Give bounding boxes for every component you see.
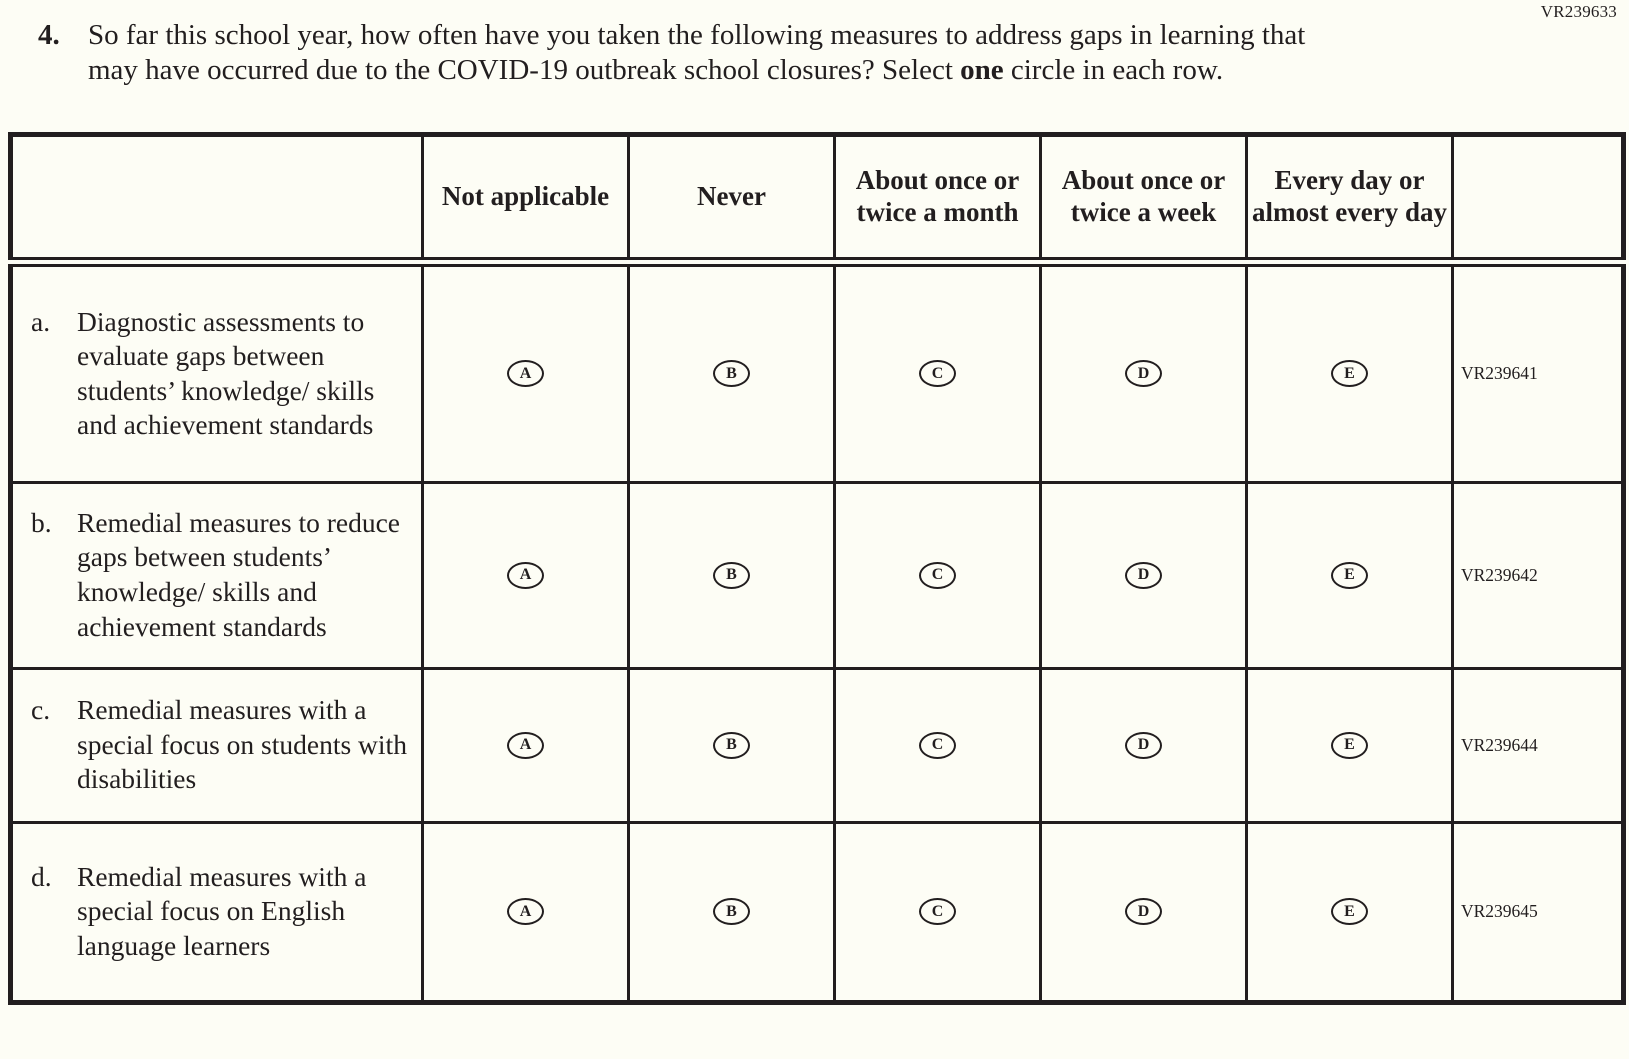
row-c-text: Remedial measures with a special focus o… bbox=[77, 694, 407, 795]
row-c-option-E[interactable]: E bbox=[1331, 731, 1368, 759]
question-text-end: circle in each row. bbox=[1003, 53, 1224, 86]
row-d-code: VR239645 bbox=[1451, 820, 1625, 1004]
row-c-cell-never: B bbox=[627, 666, 836, 824]
row-c-option-B[interactable]: B bbox=[713, 731, 750, 759]
row-c-option-D[interactable]: D bbox=[1125, 731, 1162, 759]
table-row-a: a. Diagnostic assessments to evaluate ga… bbox=[9, 260, 1625, 484]
row-a-option-E[interactable]: E bbox=[1331, 360, 1368, 388]
row-a-cell-never: B bbox=[627, 260, 836, 484]
row-a-text: Diagnostic assessments to evaluate gaps … bbox=[77, 305, 375, 441]
row-d-cell-every-day: E bbox=[1245, 820, 1454, 1004]
row-b-option-A[interactable]: A bbox=[507, 561, 544, 589]
header-once-twice-month: About once or twice a month bbox=[833, 132, 1042, 268]
row-d-option-C[interactable]: C bbox=[919, 898, 956, 926]
row-d-label: d. Remedial measures with a special focu… bbox=[9, 820, 424, 1004]
row-b-cell-once-twice-week: D bbox=[1039, 480, 1248, 670]
row-d-option-D[interactable]: D bbox=[1125, 898, 1162, 926]
row-b-option-D[interactable]: D bbox=[1125, 561, 1162, 589]
question-text: So far this school year, how often have … bbox=[88, 18, 1358, 88]
row-a-label: a. Diagnostic assessments to evaluate ga… bbox=[9, 260, 424, 484]
row-c-label: c. Remedial measures with a special focu… bbox=[9, 666, 424, 824]
row-d-cell-not-applicable: A bbox=[421, 820, 630, 1004]
row-d-option-E[interactable]: E bbox=[1331, 898, 1368, 926]
row-c-letter: c. bbox=[31, 694, 51, 726]
row-a-option-C[interactable]: C bbox=[919, 360, 956, 388]
question-block: 4. So far this school year, how often ha… bbox=[0, 0, 1629, 88]
row-d-cell-once-twice-week: D bbox=[1039, 820, 1248, 1004]
row-b-option-E[interactable]: E bbox=[1331, 561, 1368, 589]
row-a-option-D[interactable]: D bbox=[1125, 360, 1162, 388]
row-a-cell-once-twice-week: D bbox=[1039, 260, 1248, 484]
header-never: Never bbox=[627, 132, 836, 268]
question-text-start: So far this school year, how often have … bbox=[88, 19, 1306, 86]
table-row-d: d. Remedial measures with a special focu… bbox=[9, 820, 1625, 1004]
response-matrix: Not applicable Never About once or twice… bbox=[8, 131, 1626, 1005]
row-c-option-C[interactable]: C bbox=[919, 731, 956, 759]
row-b-cell-every-day: E bbox=[1245, 480, 1454, 670]
header-not-applicable: Not applicable bbox=[421, 132, 630, 268]
row-c-cell-not-applicable: A bbox=[421, 666, 630, 824]
row-b-code: VR239642 bbox=[1451, 480, 1625, 670]
row-c-option-A[interactable]: A bbox=[507, 731, 544, 759]
row-a-option-B[interactable]: B bbox=[713, 360, 750, 388]
row-d-letter: d. bbox=[31, 860, 52, 892]
row-c-cell-once-twice-week: D bbox=[1039, 666, 1248, 824]
row-a-letter: a. bbox=[31, 305, 51, 337]
row-a-cell-once-twice-month: C bbox=[833, 260, 1042, 484]
row-d-cell-never: B bbox=[627, 820, 836, 1004]
row-b-cell-once-twice-month: C bbox=[833, 480, 1042, 670]
table-row-b: b. Remedial measures to reduce gaps betw… bbox=[9, 480, 1625, 670]
row-c-cell-every-day: E bbox=[1245, 666, 1454, 824]
question-number: 4. bbox=[38, 19, 60, 51]
header-row: Not applicable Never About once or twice… bbox=[9, 132, 1625, 268]
row-b-option-B[interactable]: B bbox=[713, 561, 750, 589]
row-d-cell-once-twice-month: C bbox=[833, 820, 1042, 1004]
row-b-letter: b. bbox=[31, 506, 52, 538]
row-b-text: Remedial measures to reduce gaps between… bbox=[77, 506, 400, 642]
row-b-cell-never: B bbox=[627, 480, 836, 670]
header-blank bbox=[9, 132, 424, 268]
header-code-blank bbox=[1451, 132, 1625, 268]
row-b-option-C[interactable]: C bbox=[919, 561, 956, 589]
header-every-day: Every day or almost every day bbox=[1245, 132, 1454, 268]
row-b-cell-not-applicable: A bbox=[421, 480, 630, 670]
row-d-option-B[interactable]: B bbox=[713, 898, 750, 926]
table-row-c: c. Remedial measures with a special focu… bbox=[9, 666, 1625, 824]
row-b-label: b. Remedial measures to reduce gaps betw… bbox=[9, 480, 424, 670]
row-c-code: VR239644 bbox=[1451, 666, 1625, 824]
page-form-code: VR239633 bbox=[1540, 2, 1617, 21]
row-c-cell-once-twice-month: C bbox=[833, 666, 1042, 824]
row-d-text: Remedial measures with a special focus o… bbox=[77, 860, 367, 961]
row-a-option-A[interactable]: A bbox=[507, 360, 544, 388]
question-text-bold: one bbox=[960, 53, 1004, 86]
row-a-code: VR239641 bbox=[1451, 260, 1625, 484]
row-a-cell-not-applicable: A bbox=[421, 260, 630, 484]
row-d-option-A[interactable]: A bbox=[507, 898, 544, 926]
header-once-twice-week: About once or twice a week bbox=[1039, 132, 1248, 268]
row-a-cell-every-day: E bbox=[1245, 260, 1454, 484]
